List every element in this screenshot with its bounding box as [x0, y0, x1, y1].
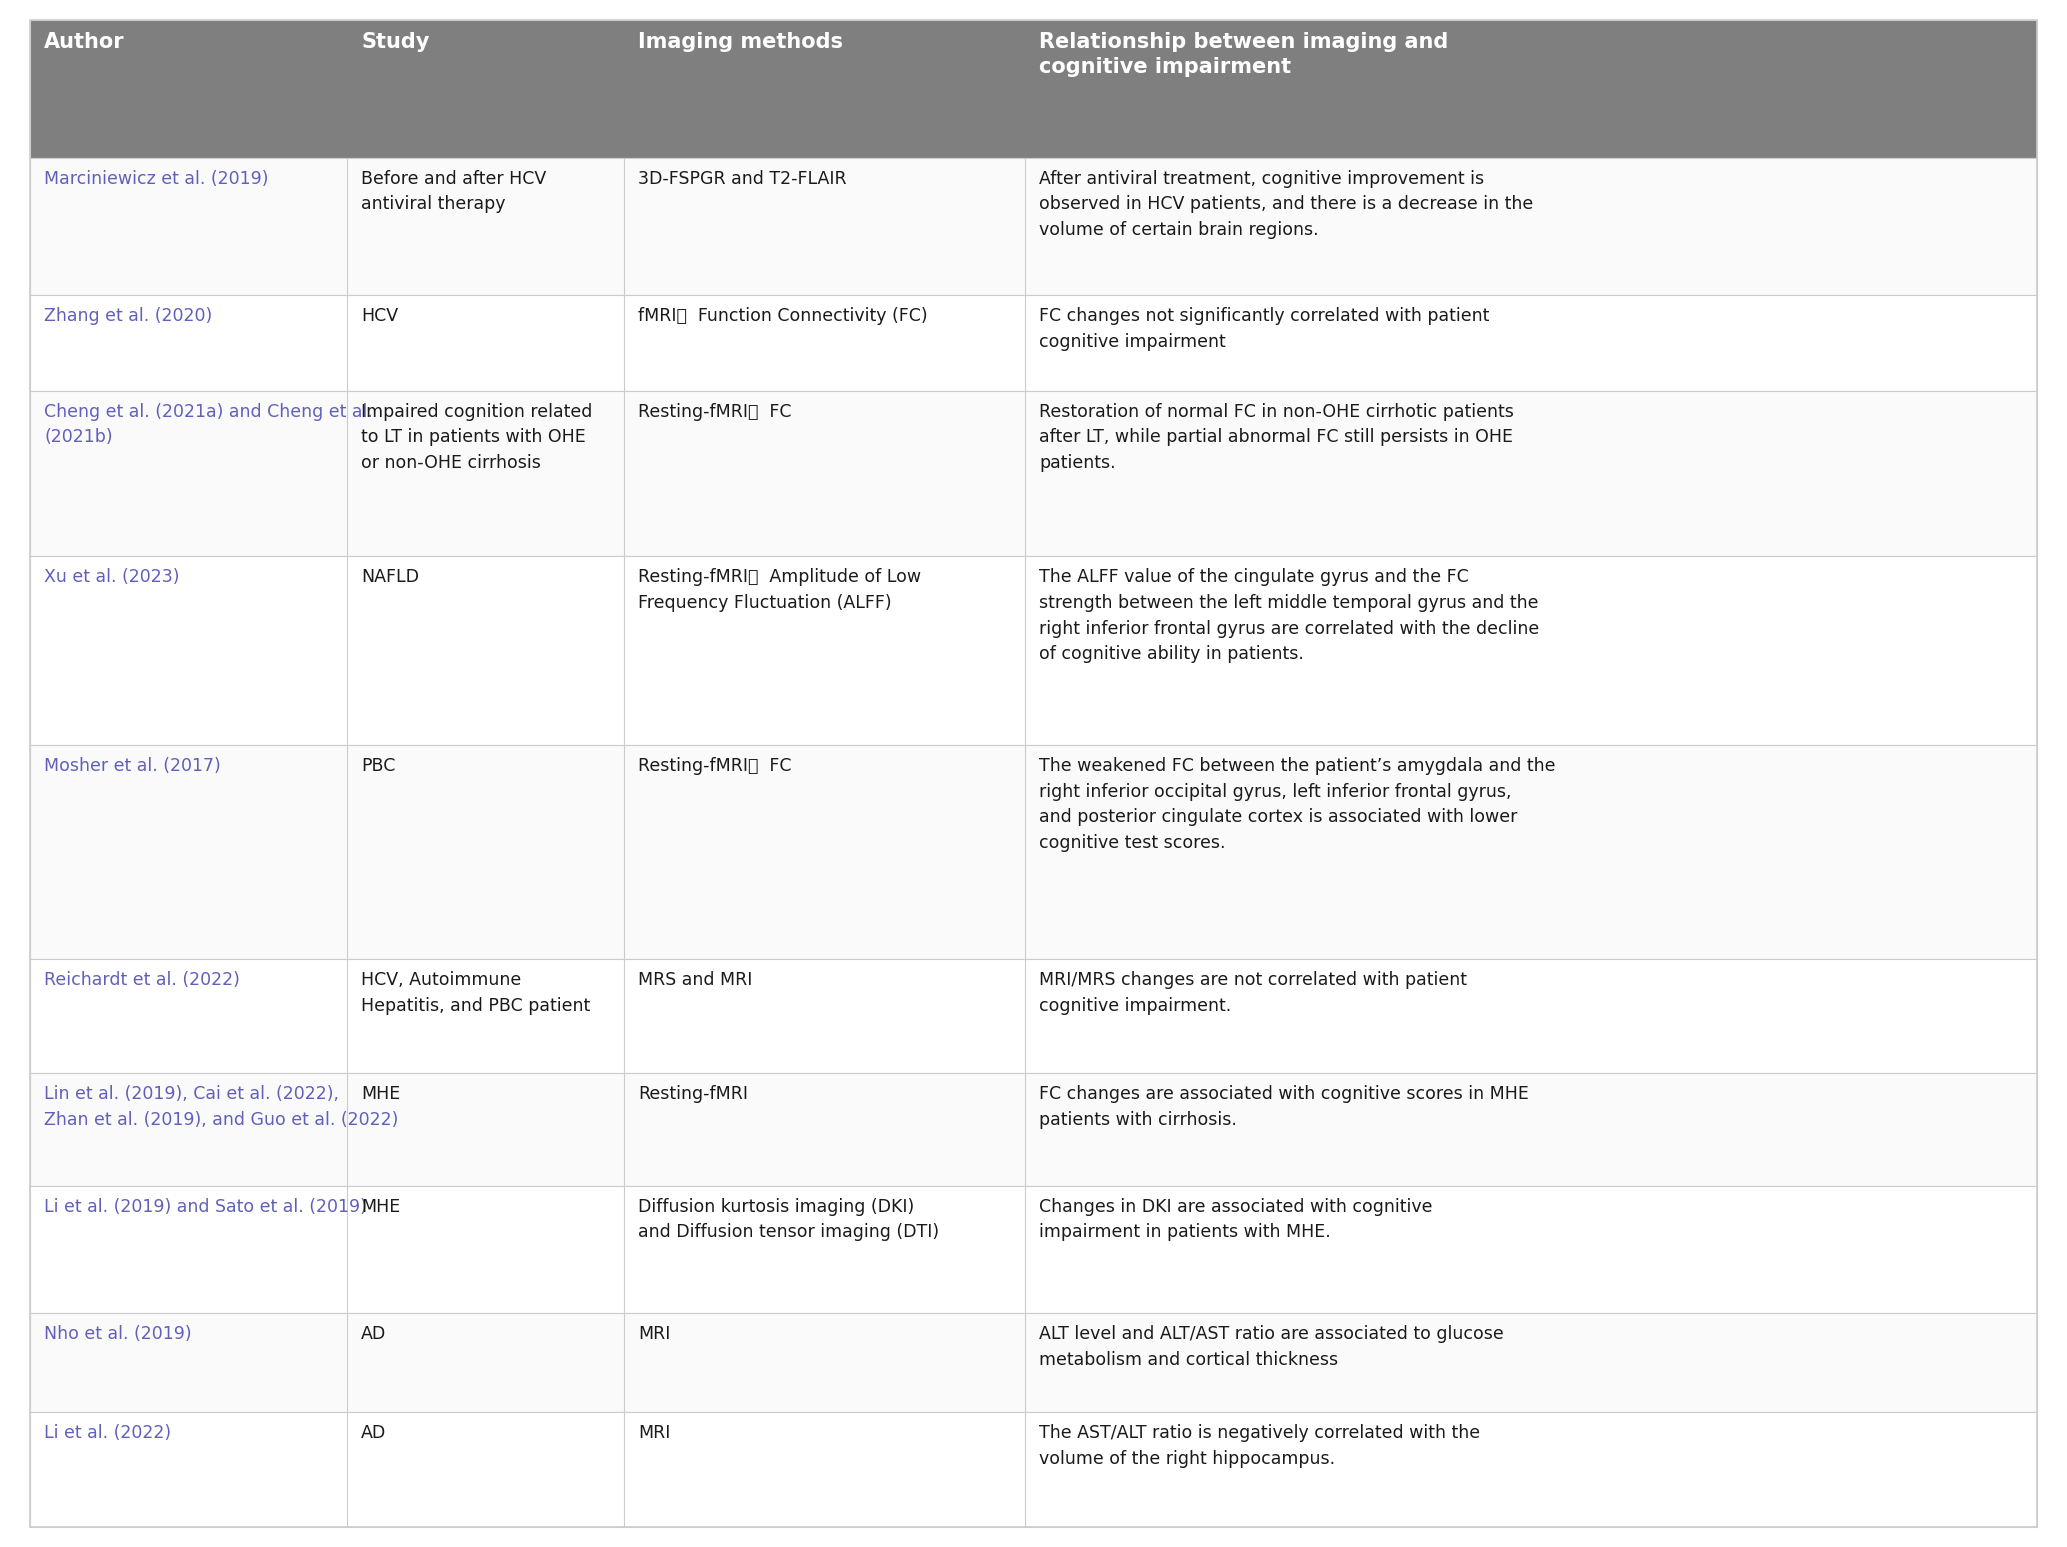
- Text: Zhang et al. (2020): Zhang et al. (2020): [43, 308, 213, 325]
- Text: PBC: PBC: [362, 756, 395, 775]
- Bar: [31, 295, 2036, 391]
- Text: After antiviral treatment, cognitive improvement is
observed in HCV patients, an: After antiviral treatment, cognitive imp…: [1040, 170, 1534, 238]
- Text: Author: Author: [43, 32, 124, 53]
- Text: MHE: MHE: [362, 1197, 401, 1216]
- Bar: [31, 744, 2036, 959]
- Text: 3D-FSPGR and T2-FLAIR: 3D-FSPGR and T2-FLAIR: [639, 170, 847, 187]
- Bar: [31, 959, 2036, 1074]
- Text: MRI: MRI: [639, 1324, 670, 1343]
- Text: MRI/MRS changes are not correlated with patient
cognitive impairment.: MRI/MRS changes are not correlated with …: [1040, 972, 1468, 1015]
- Text: AD: AD: [362, 1324, 387, 1343]
- Text: Resting-fMRI，  Amplitude of Low
Frequency Fluctuation (ALFF): Resting-fMRI， Amplitude of Low Frequency…: [639, 568, 922, 613]
- Text: Li et al. (2019) and Sato et al. (2019): Li et al. (2019) and Sato et al. (2019): [43, 1197, 366, 1216]
- Text: Diffusion kurtosis imaging (DKI)
and Diffusion tensor imaging (DTI): Diffusion kurtosis imaging (DKI) and Dif…: [639, 1197, 938, 1241]
- Bar: [31, 1313, 2036, 1412]
- Text: Study: Study: [362, 32, 430, 53]
- Text: Relationship between imaging and
cognitive impairment: Relationship between imaging and cogniti…: [1040, 32, 1449, 77]
- Text: Before and after HCV
antiviral therapy: Before and after HCV antiviral therapy: [362, 170, 546, 213]
- Text: NAFLD: NAFLD: [362, 568, 420, 586]
- Bar: [31, 391, 2036, 557]
- Text: MHE: MHE: [362, 1086, 401, 1103]
- Text: The AST/ALT ratio is negatively correlated with the
volume of the right hippocam: The AST/ALT ratio is negatively correlat…: [1040, 1425, 1480, 1468]
- Text: Resting-fMRI，  FC: Resting-fMRI， FC: [639, 756, 792, 775]
- Text: Cheng et al. (2021a) and Cheng et al.
(2021b): Cheng et al. (2021a) and Cheng et al. (2…: [43, 402, 372, 447]
- Text: Mosher et al. (2017): Mosher et al. (2017): [43, 756, 221, 775]
- Text: Resting-fMRI: Resting-fMRI: [639, 1086, 748, 1103]
- Text: Lin et al. (2019), Cai et al. (2022),
Zhan et al. (2019), and Guo et al. (2022): Lin et al. (2019), Cai et al. (2022), Zh…: [43, 1086, 399, 1129]
- Bar: [31, 1412, 2036, 1527]
- Text: HCV: HCV: [362, 308, 399, 325]
- Text: Reichardt et al. (2022): Reichardt et al. (2022): [43, 972, 240, 989]
- Text: Marciniewicz et al. (2019): Marciniewicz et al. (2019): [43, 170, 269, 187]
- Text: Nho et al. (2019): Nho et al. (2019): [43, 1324, 192, 1343]
- Text: FC changes are associated with cognitive scores in MHE
patients with cirrhosis.: FC changes are associated with cognitive…: [1040, 1086, 1530, 1129]
- Bar: [31, 20, 2036, 158]
- Bar: [31, 1074, 2036, 1185]
- Text: The weakened FC between the patient’s amygdala and the
right inferior occipital : The weakened FC between the patient’s am…: [1040, 756, 1556, 852]
- Text: Imaging methods: Imaging methods: [639, 32, 843, 53]
- Bar: [31, 158, 2036, 295]
- Text: Impaired cognition related
to LT in patients with OHE
or non-OHE cirrhosis: Impaired cognition related to LT in pati…: [362, 402, 593, 472]
- Text: Resting-fMRI，  FC: Resting-fMRI， FC: [639, 402, 792, 421]
- Text: MRI: MRI: [639, 1425, 670, 1442]
- Text: The ALFF value of the cingulate gyrus and the FC
strength between the left middl: The ALFF value of the cingulate gyrus an…: [1040, 568, 1540, 664]
- Text: MRS and MRI: MRS and MRI: [639, 972, 752, 989]
- Bar: [31, 1185, 2036, 1313]
- Text: fMRI，  Function Connectivity (FC): fMRI， Function Connectivity (FC): [639, 308, 928, 325]
- Text: ALT level and ALT/AST ratio are associated to glucose
metabolism and cortical th: ALT level and ALT/AST ratio are associat…: [1040, 1324, 1505, 1369]
- Text: AD: AD: [362, 1425, 387, 1442]
- Text: Changes in DKI are associated with cognitive
impairment in patients with MHE.: Changes in DKI are associated with cogni…: [1040, 1197, 1432, 1241]
- Text: Restoration of normal FC in non-OHE cirrhotic patients
after LT, while partial a: Restoration of normal FC in non-OHE cirr…: [1040, 402, 1515, 472]
- Text: Li et al. (2022): Li et al. (2022): [43, 1425, 172, 1442]
- Text: Xu et al. (2023): Xu et al. (2023): [43, 568, 180, 586]
- Text: FC changes not significantly correlated with patient
cognitive impairment: FC changes not significantly correlated …: [1040, 308, 1490, 351]
- Bar: [31, 557, 2036, 744]
- Bar: [31, 20, 2036, 158]
- Text: HCV, Autoimmune
Hepatitis, and PBC patient: HCV, Autoimmune Hepatitis, and PBC patie…: [362, 972, 591, 1015]
